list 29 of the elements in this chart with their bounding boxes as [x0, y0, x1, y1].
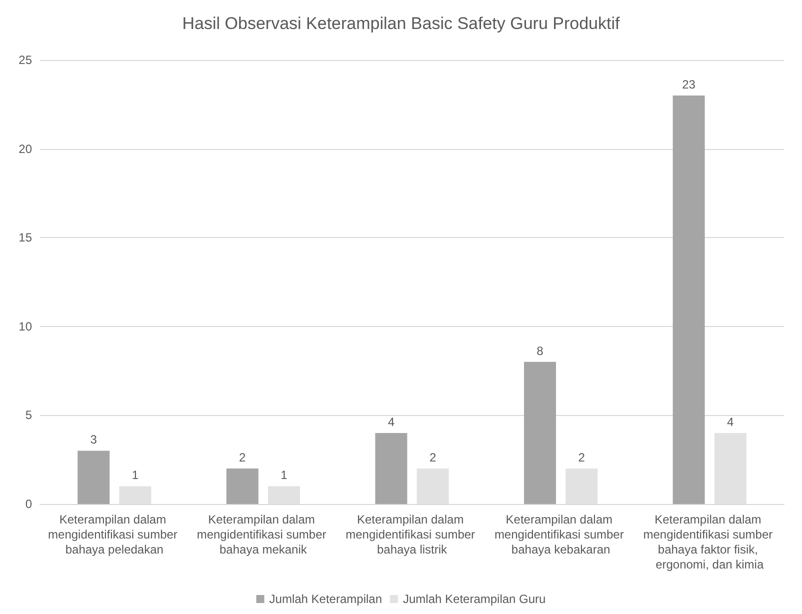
legend-label: Jumlah Keterampilan Guru: [402, 592, 546, 606]
data-label: 4: [388, 414, 395, 429]
data-label: 1: [280, 468, 288, 482]
y-tick-label: 20: [18, 142, 32, 156]
data-label: 4: [727, 414, 734, 429]
legend-label: Jumlah Keterampilan: [269, 592, 382, 606]
bar: [375, 432, 408, 504]
y-tick-label: 15: [18, 230, 32, 245]
x-tick-label: Keterampilan dalam mengidentifikasi sumber bahaya peledakan: [48, 512, 181, 556]
data-label: 2: [239, 450, 246, 464]
y-tick-label: 5: [25, 408, 32, 422]
bar: [226, 468, 258, 504]
bar: [672, 96, 705, 504]
bar: [78, 450, 110, 504]
bar: [524, 362, 556, 504]
data-label: 2: [429, 450, 436, 464]
x-tick-label: Keterampilan dalam mengidentifikasi sumber bahaya kebakaran: [494, 512, 628, 556]
data-label: 1: [132, 468, 139, 482]
x-tick-label: Keterampilan dalam mengidentifikasi sumber bahaya listrik: [346, 512, 478, 556]
y-tick-label: 25: [18, 53, 32, 67]
data-label: 23: [682, 78, 696, 92]
x-tick-label: Keterampilan dalam mengidentifikasi sumber bahaya mekanik: [196, 512, 330, 556]
data-label: 8: [536, 344, 544, 358]
data-label: 2: [578, 450, 586, 464]
data-label: 3: [90, 432, 98, 447]
y-tick-label: 0: [25, 497, 32, 511]
y-tick-label: 10: [18, 319, 32, 334]
chart-title: Hasil Observasi Keterampilan Basic Safety Guru Produktif: [182, 14, 620, 33]
x-tick-label: Keterampilan dalam mengidentifikasi sumber bahaya faktor fisik, ergonomi, dan kimia: [643, 512, 776, 572]
